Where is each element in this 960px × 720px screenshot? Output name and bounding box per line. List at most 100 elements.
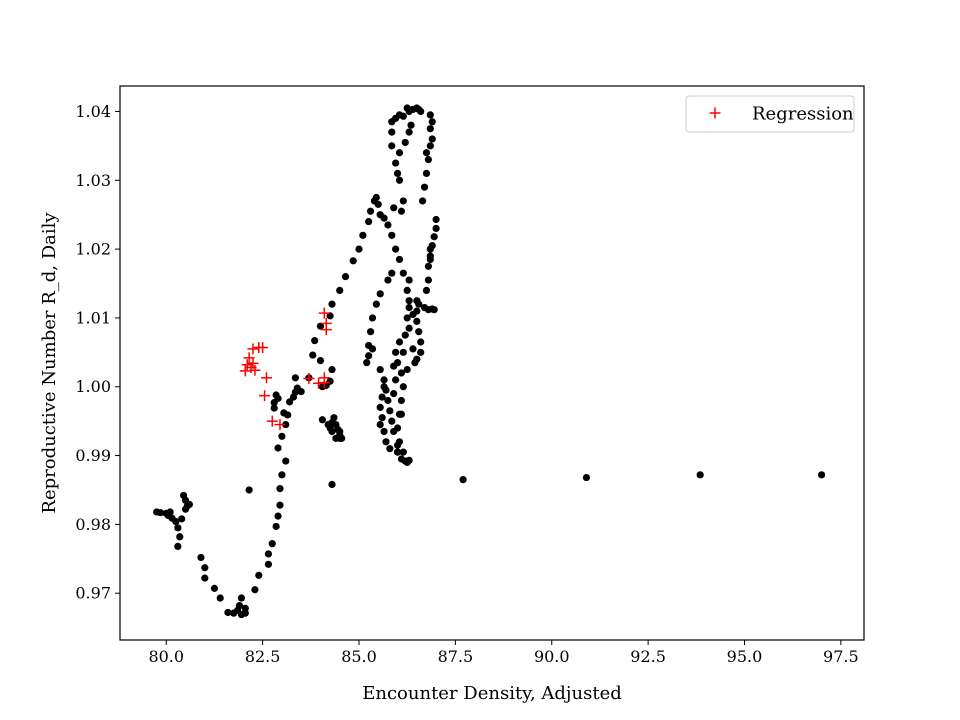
data-point: [264, 560, 273, 568]
data-point: [390, 204, 398, 212]
regression-point: [318, 377, 330, 389]
data-point: [174, 524, 182, 532]
data-point: [336, 286, 344, 294]
data-point: [376, 290, 384, 298]
regression-point: [303, 372, 315, 384]
data-point: [459, 476, 467, 484]
data-point: [318, 416, 326, 424]
data-point: [178, 515, 186, 523]
data-point: [395, 149, 404, 157]
data-point: [185, 500, 193, 509]
plot-area: [119, 85, 865, 641]
data-point: [386, 407, 394, 415]
data-point: [363, 359, 371, 367]
data-point: [405, 456, 413, 464]
data-point: [284, 411, 292, 419]
data-point: [174, 542, 182, 551]
data-point: [399, 448, 407, 456]
data-point: [411, 359, 419, 367]
data-point: [392, 348, 400, 356]
data-point: [393, 169, 402, 178]
data-point: [426, 142, 434, 150]
data-point: [210, 584, 219, 592]
data-point: [424, 276, 432, 284]
data-point: [272, 522, 280, 531]
legend-label-regression: Regression: [752, 104, 854, 125]
data-point: [401, 138, 409, 147]
data-point: [420, 183, 429, 191]
data-point: [388, 128, 396, 136]
data-point: [316, 356, 325, 365]
data-point: [274, 512, 282, 520]
legend-marker-regression: [709, 107, 721, 119]
data-point: [415, 328, 423, 336]
data-point: [430, 233, 438, 241]
data-point: [176, 533, 184, 541]
regression-point: [247, 343, 259, 355]
data-point: [401, 331, 409, 339]
data-point: [417, 348, 425, 356]
data-point: [359, 231, 367, 239]
data-point: [392, 159, 400, 167]
x-tick-label: 85.0: [341, 647, 377, 666]
data-point: [395, 438, 404, 446]
regression-point: [257, 342, 269, 354]
data-point: [388, 417, 396, 425]
data-point: [316, 322, 325, 330]
data-point: [380, 214, 388, 222]
regression-point: [260, 372, 272, 384]
y-tick-label: 1.01: [75, 308, 111, 327]
data-point: [197, 553, 205, 562]
data-point: [365, 217, 373, 226]
data-point: [274, 394, 282, 403]
data-point: [297, 387, 305, 396]
data-point: [365, 352, 373, 360]
data-point: [366, 207, 375, 215]
data-point: [376, 420, 384, 429]
data-point: [172, 518, 180, 526]
data-point: [216, 594, 224, 602]
y-tick-label: 1.02: [75, 240, 111, 259]
data-point: [426, 125, 434, 133]
data-point: [380, 376, 388, 384]
data-point: [326, 312, 334, 320]
data-point: [384, 221, 392, 229]
data-point: [378, 393, 386, 401]
data-point: [270, 404, 278, 412]
x-tick-label: 80.0: [148, 647, 184, 666]
data-point: [366, 328, 375, 336]
data-point: [405, 304, 413, 312]
data-point: [235, 601, 244, 610]
data-point: [413, 307, 421, 315]
data-point: [286, 398, 294, 406]
data-point: [403, 365, 411, 374]
regression-point: [274, 419, 286, 431]
y-tick-label: 1.03: [75, 171, 111, 190]
regression-point: [249, 364, 261, 376]
data-point: [378, 414, 386, 422]
data-point: [422, 286, 431, 294]
data-point: [355, 245, 363, 253]
data-point: [328, 365, 336, 374]
data-point: [372, 300, 380, 308]
data-point: [328, 427, 336, 436]
data-point: [397, 207, 406, 215]
data-point: [338, 434, 346, 442]
data-point: [395, 176, 404, 184]
data-point: [251, 586, 259, 594]
data-point: [332, 434, 340, 442]
data-point: [397, 396, 406, 405]
data-point: [372, 193, 380, 202]
data-point: [399, 269, 407, 277]
x-tick-label: 92.5: [630, 647, 666, 666]
data-point: [376, 365, 384, 374]
data-point: [388, 269, 396, 277]
data-point: [384, 276, 392, 284]
x-tick-label: 87.5: [438, 647, 474, 666]
data-point: [432, 224, 440, 233]
data-point: [424, 262, 432, 270]
x-tick-label: 82.5: [245, 647, 281, 666]
x-tick-label: 97.5: [823, 647, 859, 666]
data-point: [386, 445, 394, 453]
